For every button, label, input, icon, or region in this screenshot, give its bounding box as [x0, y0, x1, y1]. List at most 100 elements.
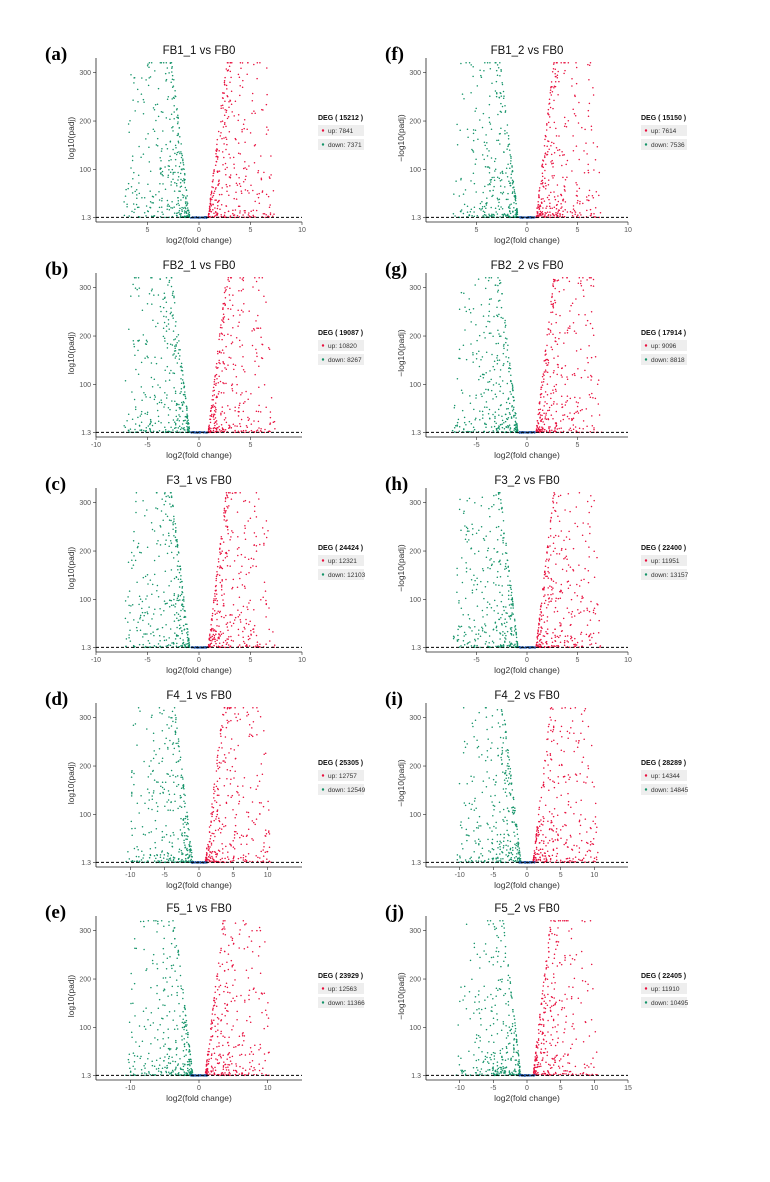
- data-point: [172, 557, 175, 559]
- data-point: [186, 215, 188, 217]
- data-point: [145, 215, 147, 217]
- data-point: [458, 348, 461, 351]
- data-point: [215, 150, 218, 152]
- data-point: [155, 362, 158, 365]
- data-point: [494, 415, 496, 418]
- data-point: [492, 582, 495, 584]
- data-point: [209, 421, 212, 424]
- data-point: [534, 431, 536, 433]
- data-point: [588, 79, 590, 81]
- data-point: [485, 535, 487, 537]
- data-point: [211, 619, 213, 621]
- data-point: [557, 535, 560, 537]
- data-point: [500, 127, 502, 130]
- data-point: [491, 563, 493, 565]
- data-point: [250, 392, 252, 395]
- data-point: [181, 180, 184, 182]
- data-point: [588, 64, 591, 67]
- data-point: [229, 70, 232, 73]
- data-point: [514, 199, 517, 202]
- data-point: [156, 507, 159, 510]
- data-point: [560, 549, 563, 551]
- data-point: [499, 390, 501, 392]
- data-point: [141, 850, 143, 853]
- data-point: [172, 522, 174, 524]
- data-point: [165, 513, 167, 515]
- data-point: [589, 322, 592, 325]
- data-point: [166, 342, 169, 345]
- data-point: [453, 426, 456, 429]
- data-point: [590, 494, 592, 497]
- data-point: [239, 345, 241, 348]
- legend-down-label: down: 13157: [651, 572, 689, 579]
- data-point: [163, 297, 166, 299]
- data-point: [217, 382, 220, 384]
- data-point: [237, 535, 239, 538]
- data-point: [563, 72, 565, 75]
- data-point: [507, 138, 510, 140]
- data-point: [554, 628, 556, 630]
- data-point: [175, 545, 177, 548]
- data-point: [557, 93, 559, 96]
- data-point: [481, 591, 483, 594]
- data-point: [173, 421, 176, 423]
- data-point: [181, 379, 184, 381]
- data-point: [487, 566, 489, 569]
- y-tick-label: 1.3: [81, 645, 91, 652]
- data-point: [134, 827, 136, 830]
- data-point: [227, 629, 229, 632]
- data-point: [484, 165, 487, 168]
- data-point: [492, 335, 494, 337]
- data-point: [490, 378, 492, 381]
- data-point: [145, 79, 147, 81]
- data-point: [142, 636, 144, 638]
- data-point: [231, 492, 234, 494]
- data-point: [590, 375, 593, 378]
- data-point: [499, 74, 501, 77]
- data-point: [159, 544, 162, 546]
- data-point: [208, 425, 210, 428]
- y-tick-label: 200: [79, 119, 91, 126]
- data-point: [241, 278, 244, 280]
- data-point: [176, 212, 178, 215]
- data-point: [554, 547, 556, 550]
- data-point: [503, 622, 506, 625]
- data-point: [488, 635, 491, 637]
- data-point: [171, 400, 173, 402]
- data-point: [255, 550, 258, 552]
- data-point: [458, 600, 460, 602]
- data-point: [544, 594, 546, 596]
- data-point: [513, 618, 516, 620]
- data-point: [550, 586, 553, 588]
- data-point: [545, 430, 548, 432]
- data-point: [217, 558, 220, 560]
- y-tick-label: 300: [79, 70, 91, 77]
- data-point: [590, 374, 592, 377]
- data-point: [170, 495, 173, 497]
- data-point: [174, 424, 177, 426]
- data-point: [572, 322, 575, 324]
- data-point: [486, 406, 488, 409]
- data-point: [218, 625, 220, 627]
- data-point: [237, 616, 240, 618]
- data-point: [560, 589, 562, 592]
- data-point: [574, 374, 576, 377]
- data-point: [179, 578, 182, 581]
- data-point: [215, 373, 218, 376]
- data-point: [494, 393, 497, 395]
- data-point: [179, 181, 182, 184]
- data-point: [151, 424, 154, 427]
- data-point: [569, 325, 571, 327]
- data-point: [466, 128, 469, 131]
- data-point: [222, 603, 225, 605]
- data-point: [494, 621, 497, 623]
- data-point: [209, 215, 211, 218]
- data-point: [158, 190, 160, 193]
- data-point: [178, 151, 180, 153]
- data-point: [499, 179, 502, 182]
- data-point: [552, 278, 555, 281]
- data-point: [141, 607, 143, 610]
- data-point: [484, 287, 487, 290]
- data-point: [218, 350, 221, 353]
- data-point: [561, 206, 563, 208]
